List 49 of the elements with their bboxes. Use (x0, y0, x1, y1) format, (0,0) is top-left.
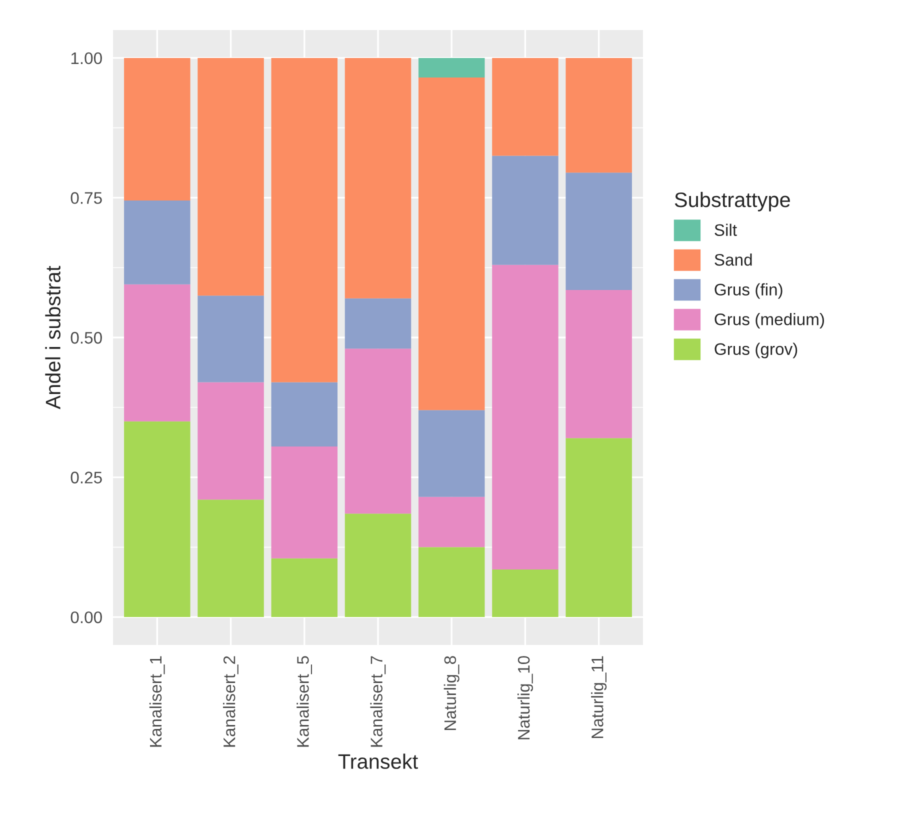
bar (566, 58, 632, 173)
bar (124, 284, 190, 422)
bar (124, 200, 190, 284)
bar (198, 296, 264, 382)
bar (271, 382, 338, 447)
bar (344, 348, 412, 514)
bar (492, 264, 558, 570)
y-tick-label: 0.50 (70, 332, 102, 344)
x-tick-label: Kanalisert_7 (370, 656, 386, 747)
bar (566, 438, 632, 618)
legend-label: Grus (fin) (714, 283, 782, 299)
bar (492, 58, 558, 156)
bar (566, 290, 632, 438)
y-tick-label: 1.00 (71, 52, 102, 64)
x-tick-label: Kanalisert_1 (149, 656, 165, 747)
bar (344, 514, 412, 618)
bar (271, 558, 338, 618)
bar (198, 382, 264, 500)
bar (492, 570, 558, 618)
bar (344, 58, 412, 298)
bar (198, 500, 264, 618)
x-tick-label: Kanalisert_2 (223, 656, 238, 747)
x-tick-label: Naturlig_10 (517, 656, 533, 740)
y-axis-title: Andel i substrat (45, 266, 60, 410)
x-tick-label: Naturlig_8 (444, 656, 460, 730)
bar (418, 78, 485, 410)
bar (418, 547, 485, 618)
bar (418, 58, 485, 78)
bar (198, 58, 264, 296)
x-tick-label: Naturlig_11 (591, 656, 607, 738)
legend-label: Grus (medium) (714, 313, 824, 329)
bar (492, 156, 558, 265)
legend-label: Sand (714, 254, 752, 266)
bar (344, 298, 412, 349)
legend-title: Substrattype (674, 192, 790, 212)
bar (566, 172, 632, 290)
bar (271, 446, 338, 558)
x-axis-title: Transekt (338, 754, 418, 769)
y-tick-label: 0.25 (70, 472, 102, 484)
legend-label: Grus (grov) (714, 342, 798, 358)
bar (124, 421, 190, 618)
bar (418, 410, 485, 497)
bar (271, 58, 338, 382)
bar (418, 496, 485, 548)
y-tick-label: 0.00 (70, 611, 102, 624)
y-tick-label: 0.75 (70, 192, 102, 204)
bar (124, 58, 190, 201)
legend-label: Silt (714, 224, 737, 236)
x-tick-label: Kanalisert_5 (296, 656, 312, 747)
